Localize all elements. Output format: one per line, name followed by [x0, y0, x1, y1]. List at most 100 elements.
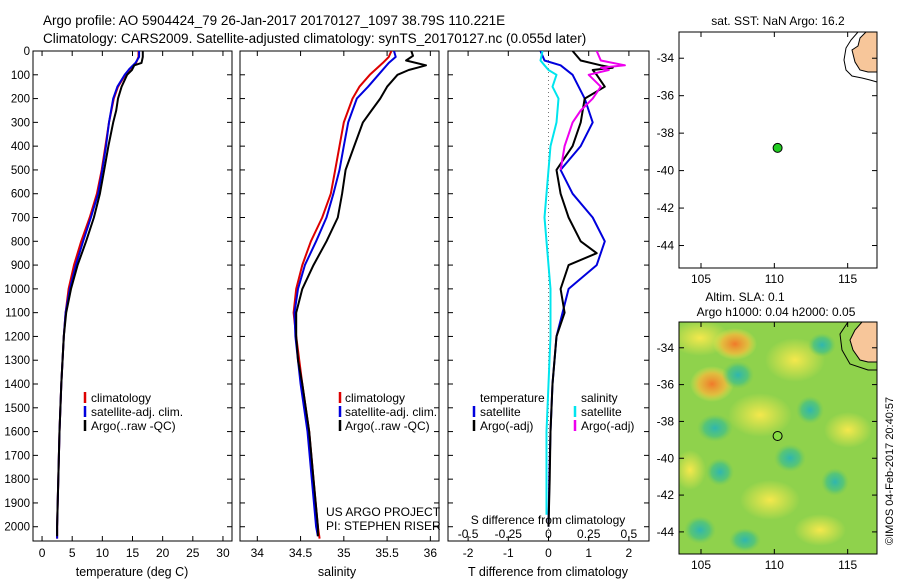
temperature-panel: 0100200300400500600700800900100011001200…: [4, 46, 233, 579]
x-tick-label: -1: [503, 546, 514, 560]
sla-blob: [824, 412, 872, 448]
sla-map-title-line1: Altim. SLA: 0.1: [705, 290, 785, 304]
x-tick-label: 15: [126, 546, 140, 560]
temperature-x-axis: 0 5 10 15 20 25 30: [39, 51, 230, 560]
legend-label-s-argo: Argo(-adj): [581, 419, 634, 433]
sla-heatmap: [679, 322, 877, 554]
sla-blob: [774, 444, 806, 472]
salinity-depth-ticks: [240, 50, 439, 528]
series-line-satellite-adj-clim-: [293, 51, 397, 537]
difference-x-axis: -2 -1 0 1 2 -0.5 -0.25 0 0.25 0.5: [458, 51, 638, 560]
salinity-x-axis: 34 34.5 35 35.5 36: [251, 51, 438, 560]
legend-title-temperature: temperature: [480, 391, 545, 405]
lat-tick-label: -42: [657, 488, 675, 502]
depth-tick-label: 100: [11, 70, 30, 82]
depth-tick-label: 1800: [4, 474, 30, 486]
x-tick-label: 0: [39, 546, 46, 560]
temperature-legend: climatology satellite-adj. clim. Argo(..…: [83, 391, 183, 433]
sla-map-panel: Altim. SLA: 0.1 Argo h1000: 0.04 h2000: …: [657, 290, 896, 572]
legend-label-satellite: satellite-adj. clim.: [91, 405, 183, 419]
sla-map-frame: [678, 321, 878, 555]
series-line-argo-raw-qc-: [56, 51, 144, 537]
depth-tick-label: 600: [11, 189, 30, 201]
temperature-axes-frame: [32, 50, 233, 542]
sla-blob: [821, 468, 849, 496]
series-line-satellite: [539, 51, 560, 515]
x-tick-label: -2: [463, 546, 474, 560]
coastline-outline: [843, 31, 878, 83]
lat-tick-label: -36: [657, 89, 675, 103]
legend-label-t-satellite: satellite: [480, 405, 521, 419]
x-tick-label: 1: [585, 546, 592, 560]
depth-tick-label: 900: [11, 260, 30, 272]
lat-tick-label: -36: [657, 378, 675, 392]
sst-map-title: sat. SST: NaN Argo: 16.2: [711, 14, 845, 28]
s-diff-tick-label: 0: [545, 527, 552, 541]
t-diff-label: T difference from climatology: [468, 565, 629, 579]
sla-blob: [808, 333, 836, 357]
difference-depth-ticks: [448, 50, 649, 528]
salinity-lines: [292, 51, 427, 539]
imos-credit: ©IMOS 04-Feb-2017 20:40:57: [884, 397, 896, 545]
x-tick-label: 35: [337, 546, 351, 560]
x-tick-label: 0: [545, 546, 552, 560]
x-tick-label: 30: [216, 546, 230, 560]
sla-blob: [796, 396, 824, 424]
salinity-x-label: salinity: [318, 565, 357, 579]
legend-label-argo: Argo(..raw -QC): [345, 419, 430, 433]
float-position-marker: [772, 142, 783, 153]
series-line-argo-adj-: [559, 51, 626, 171]
depth-tick-label: 1600: [4, 427, 30, 439]
x-tick-label: 20: [156, 546, 170, 560]
s-diff-tick-label: 0.5: [621, 527, 638, 541]
sla-blob: [706, 458, 734, 486]
x-tick-label: 36: [424, 546, 438, 560]
difference-lines: [539, 51, 626, 527]
depth-tick-label: 700: [11, 213, 30, 225]
lon-tick-label: 105: [691, 558, 711, 572]
lat-tick-label: -34: [657, 51, 675, 65]
lat-tick-label: -40: [657, 451, 675, 465]
x-tick-label: 34: [251, 546, 265, 560]
x-tick-label: 25: [186, 546, 200, 560]
series-line-argo-raw-qc-: [295, 51, 427, 537]
depth-tick-label: 800: [11, 236, 30, 248]
lat-tick-label: -44: [657, 239, 675, 253]
depth-axis: 0 100 200 300 400 500 600 700 800 900 1000 1100 1200…: [4, 46, 232, 534]
legend-label-climatology: climatology: [91, 391, 151, 405]
sla-blob: [729, 528, 761, 552]
lat-tick-label: -38: [657, 414, 675, 428]
sla-blob: [728, 393, 792, 437]
depth-tick-label: 200: [11, 94, 30, 106]
sla-map-title-line2: Argo h1000: 0.04 h2000: 0.05: [697, 305, 856, 319]
depth-tick-label: 1400: [4, 379, 30, 391]
sla-blob: [740, 480, 800, 520]
depth-tick-label: 0: [24, 46, 30, 58]
depth-tick-label: 1900: [4, 498, 30, 510]
temperature-lines: [56, 51, 144, 539]
lat-tick-label: -34: [657, 341, 675, 355]
salinity-panel: 34 34.5 35 35.5 36 salinity climatology sate…: [239, 50, 441, 579]
s-diff-label: S difference from climatology: [471, 513, 626, 527]
temperature-x-label: temperature (deg C): [76, 565, 189, 579]
sst-map-panel: sat. SST: NaN Argo: 16.2 105 110 115 -34 -36…: [657, 14, 878, 286]
sla-blob: [722, 361, 754, 389]
x-tick-label: 34.5: [289, 546, 313, 560]
salinity-axes-frame: [239, 50, 440, 542]
s-diff-tick-label: -0.5: [458, 527, 479, 541]
legend-label-satellite: satellite-adj. clim.: [345, 405, 437, 419]
lat-tick-label: -38: [657, 126, 675, 140]
sla-blob: [679, 450, 706, 490]
sla-blob: [713, 328, 757, 360]
salinity-legend: climatology satellite-adj. clim. Argo(..…: [338, 391, 437, 433]
depth-tick-label: 500: [11, 165, 30, 177]
lon-tick-label: 110: [765, 558, 784, 572]
depth-tick-label: 1000: [4, 284, 30, 296]
depth-tick-label: 300: [11, 117, 30, 129]
lon-tick-label: 105: [691, 272, 711, 286]
legend-label-t-argo: Argo(-adj): [480, 419, 533, 433]
land-mass: [849, 322, 877, 363]
project-label: US ARGO PROJECT: [326, 505, 441, 519]
series-line-argo-adj-: [547, 51, 614, 527]
